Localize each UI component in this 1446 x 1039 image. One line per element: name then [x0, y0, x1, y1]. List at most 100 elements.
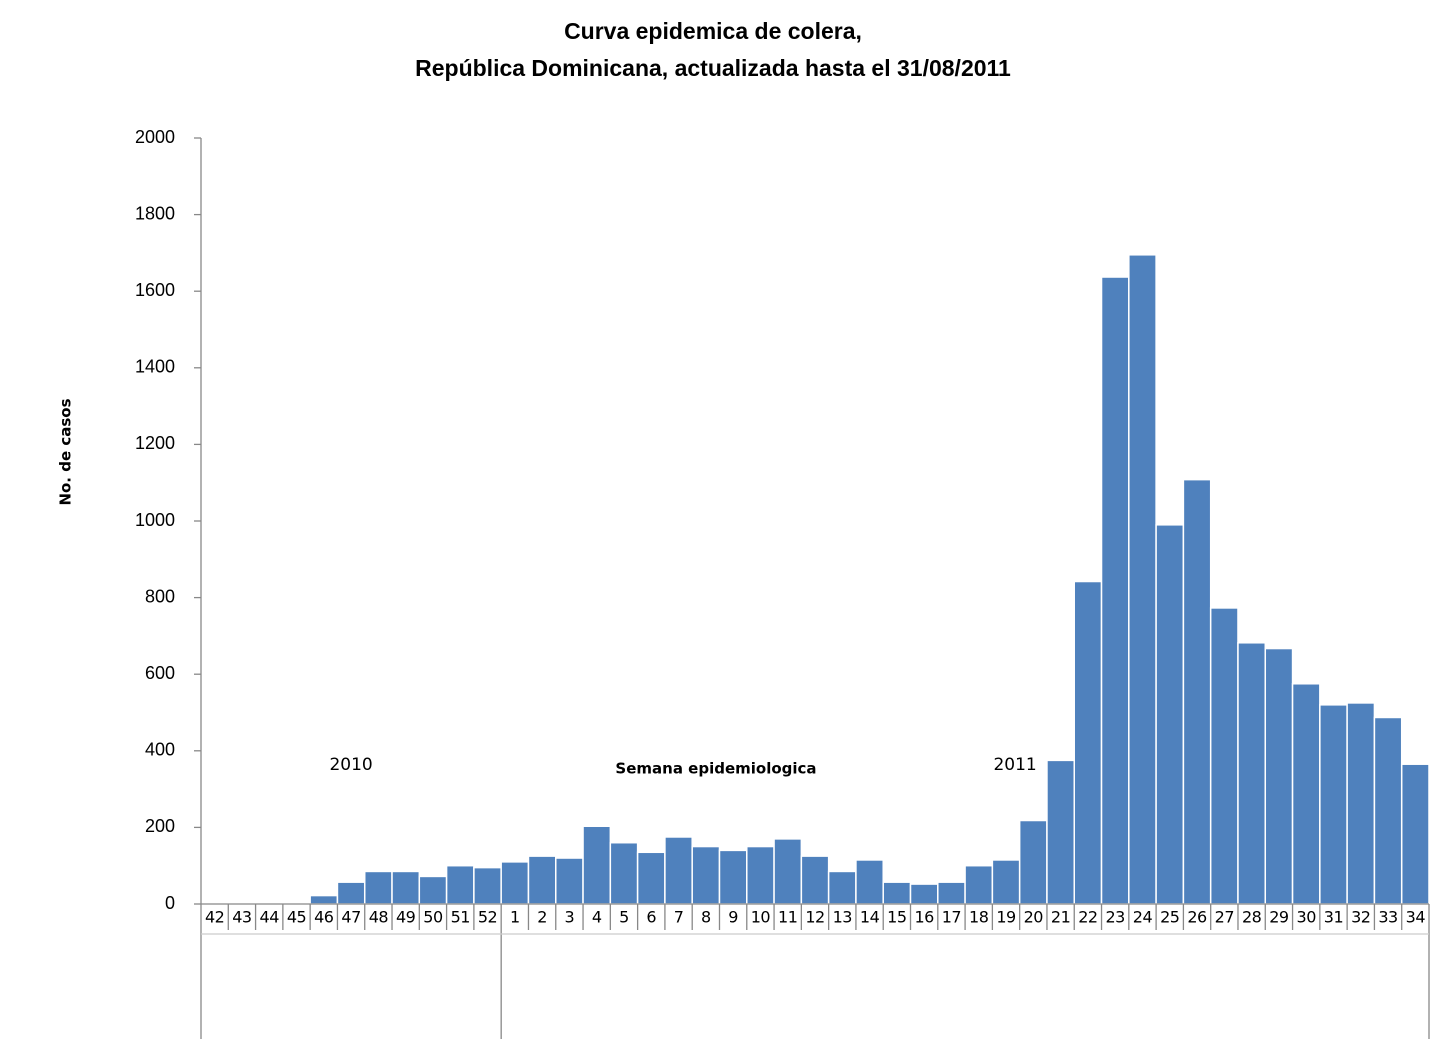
x-tick-label: 17 — [942, 908, 961, 927]
y-tick-label: 1800 — [135, 203, 175, 223]
bar — [1291, 683, 1321, 905]
bar — [418, 875, 448, 905]
bar — [882, 881, 912, 905]
bar — [1237, 642, 1267, 905]
bar — [636, 851, 666, 905]
y-tick-label: 400 — [145, 740, 175, 760]
x-tick-label: 12 — [805, 908, 824, 927]
x-tick-label: 18 — [969, 908, 989, 927]
chart-title: República Dominicana, actualizada hasta … — [415, 55, 1011, 81]
x-tick-label: 8 — [701, 908, 711, 927]
x-tick-label: 51 — [451, 908, 470, 927]
x-tick-label: 45 — [287, 908, 306, 927]
bar — [309, 894, 339, 905]
y-tick-label: 1200 — [135, 433, 175, 453]
x-tick-label: 21 — [1051, 908, 1070, 927]
bar — [1373, 716, 1403, 905]
bar — [1264, 647, 1294, 905]
x-tick-label: 1 — [510, 908, 520, 927]
bar — [1319, 704, 1348, 905]
x-tick-label: 32 — [1351, 908, 1370, 927]
bar — [500, 861, 530, 905]
bar — [991, 859, 1021, 905]
bar — [391, 870, 421, 905]
x-tick-label: 9 — [728, 908, 738, 927]
x-tick-label: 48 — [369, 908, 389, 927]
bar — [855, 859, 884, 905]
bar — [964, 864, 994, 905]
y-tick-label: 1400 — [135, 357, 175, 377]
chart-title: Curva epidemica de colera, — [564, 18, 862, 44]
x-tick-label: 46 — [314, 908, 334, 927]
bar — [363, 870, 393, 905]
x-tick-label: 7 — [674, 908, 684, 927]
x-tick-label: 50 — [423, 908, 443, 927]
year-label: 2010 — [329, 755, 372, 775]
y-tick-label: 1600 — [135, 280, 175, 300]
bar — [336, 881, 366, 905]
bar — [527, 855, 557, 905]
bar — [473, 866, 502, 905]
bar — [1073, 580, 1103, 905]
bar — [691, 845, 721, 905]
bar — [773, 838, 803, 905]
bar — [664, 836, 693, 905]
x-tick-label: 10 — [751, 908, 771, 927]
x-tick-label: 13 — [833, 908, 852, 927]
x-tick-label: 47 — [341, 908, 360, 927]
bar — [1128, 254, 1157, 905]
bar — [937, 881, 966, 905]
bar — [609, 841, 639, 905]
y-tick-label: 0 — [165, 893, 175, 913]
x-tick-label: 2 — [537, 908, 547, 927]
bar — [827, 870, 857, 905]
x-tick-label: 28 — [1242, 908, 1262, 927]
x-tick-label: 33 — [1378, 908, 1397, 927]
bar — [1046, 759, 1075, 905]
x-tick-label: 14 — [860, 908, 880, 927]
x-tick-label: 27 — [1215, 908, 1234, 927]
x-tick-label: 44 — [260, 908, 280, 927]
x-tick-label: 24 — [1133, 908, 1153, 927]
bar — [800, 855, 830, 905]
bar — [718, 849, 748, 905]
x-tick-label: 26 — [1187, 908, 1207, 927]
x-tick-label: 25 — [1160, 908, 1179, 927]
x-tick-label: 11 — [778, 908, 797, 927]
x-tick-label: 5 — [619, 908, 629, 927]
x-axis-title: Semana epidemiologica — [615, 760, 816, 778]
x-tick-label: 4 — [592, 908, 602, 927]
bar — [1209, 607, 1239, 905]
year-label: 2011 — [993, 755, 1036, 775]
x-tick-label: 29 — [1269, 908, 1289, 927]
x-tick-label: 31 — [1324, 908, 1343, 927]
y-tick-label: 2000 — [135, 127, 175, 147]
x-tick-label: 43 — [232, 908, 251, 927]
x-tick-label: 23 — [1105, 908, 1124, 927]
bar — [1400, 763, 1430, 905]
bar — [555, 857, 584, 905]
bar — [445, 864, 475, 905]
x-tick-label: 49 — [396, 908, 416, 927]
y-axis-title: No. de casos — [57, 398, 75, 505]
y-tick-label: 600 — [145, 663, 175, 683]
y-tick-label: 1000 — [135, 510, 175, 530]
bar — [1182, 478, 1212, 905]
bar — [582, 825, 612, 905]
y-tick-label: 200 — [145, 816, 175, 836]
x-tick-label: 16 — [914, 908, 934, 927]
bar — [1346, 702, 1376, 905]
bar — [1018, 819, 1048, 905]
x-tick-label: 19 — [996, 908, 1016, 927]
x-tick-label: 3 — [565, 908, 575, 927]
y-tick-label: 800 — [145, 586, 175, 606]
x-tick-label: 42 — [205, 908, 224, 927]
bar — [1155, 524, 1185, 905]
x-tick-label: 34 — [1406, 908, 1426, 927]
x-tick-label: 15 — [887, 908, 906, 927]
bar — [746, 845, 775, 905]
bar — [909, 883, 939, 905]
x-tick-label: 22 — [1078, 908, 1097, 927]
x-tick-label: 52 — [478, 908, 497, 927]
